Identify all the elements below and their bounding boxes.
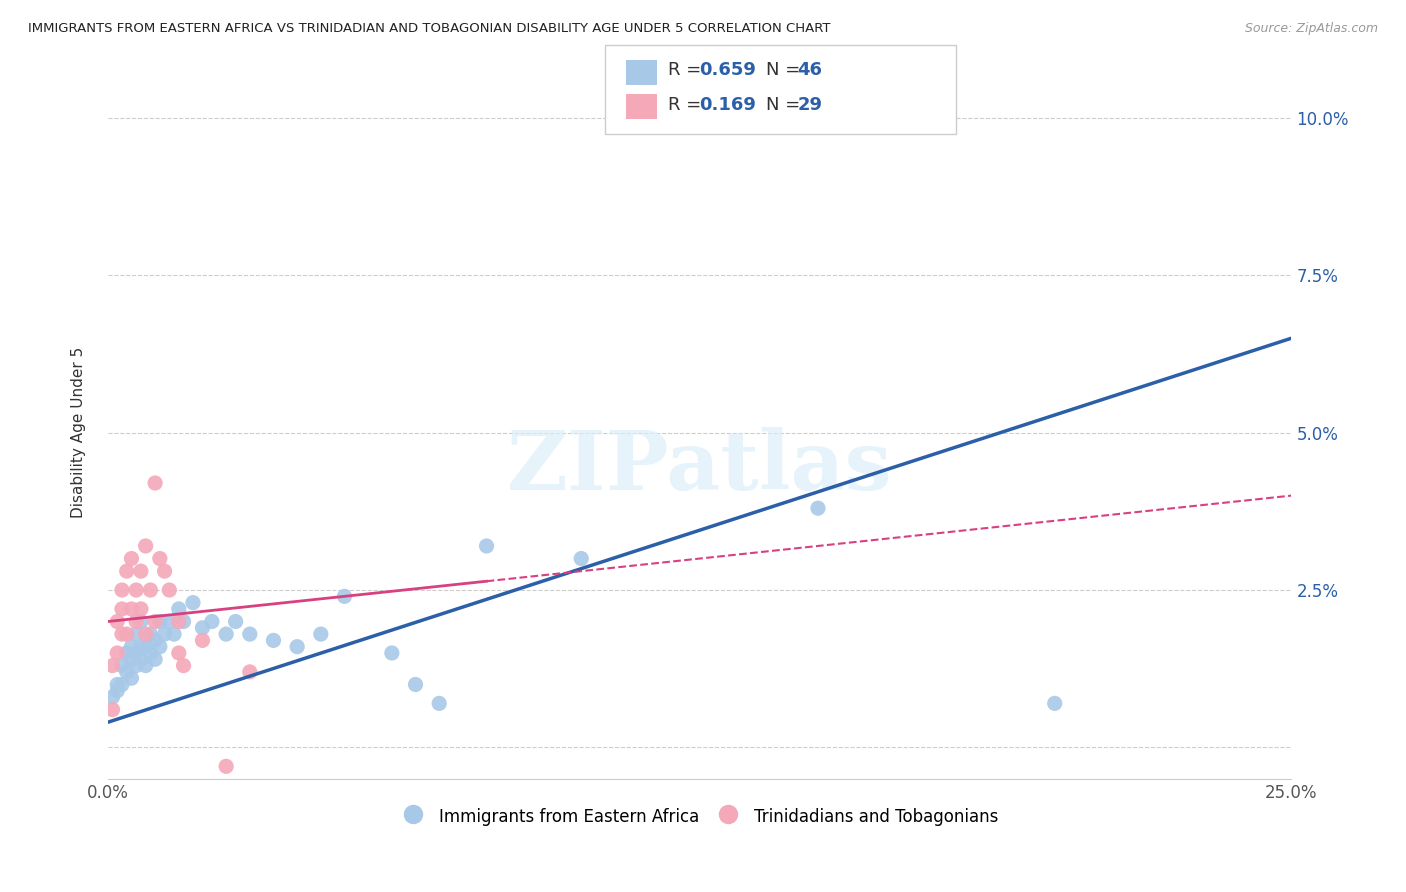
Point (807, 501, 830, 516)
Point (115, 627, 138, 641)
Point (475, 539, 498, 553)
Point (163, 627, 186, 641)
Point (173, 615, 195, 629)
Point (167, 615, 190, 629)
Point (111, 582, 134, 597)
Point (173, 658, 195, 673)
Point (181, 596, 204, 610)
Y-axis label: Disability Age Under 5: Disability Age Under 5 (72, 347, 86, 518)
Point (135, 539, 157, 553)
Point (120, 652, 142, 666)
Point (153, 627, 176, 641)
Point (125, 627, 148, 641)
Point (105, 683, 128, 698)
Point (120, 551, 142, 566)
Point (139, 582, 162, 597)
Point (115, 646, 138, 660)
Text: IMMIGRANTS FROM EASTERN AFRICA VS TRINIDADIAN AND TOBAGONIAN DISABILITY AGE UNDE: IMMIGRANTS FROM EASTERN AFRICA VS TRINID… (28, 22, 831, 36)
Point (129, 564, 152, 578)
Point (120, 671, 142, 685)
Point (201, 615, 224, 629)
Text: 0.169: 0.169 (699, 96, 755, 114)
Point (157, 582, 180, 597)
Point (101, 703, 124, 717)
Legend: Immigrants from Eastern Africa, Trinidadians and Tobagonians: Immigrants from Eastern Africa, Trinidad… (394, 799, 1005, 833)
Text: R =: R = (668, 62, 707, 79)
Point (111, 602, 134, 616)
Text: Source: ZipAtlas.com: Source: ZipAtlas.com (1244, 22, 1378, 36)
Text: R =: R = (668, 96, 707, 114)
Point (239, 665, 262, 679)
Point (125, 615, 148, 629)
Point (215, 627, 238, 641)
Point (263, 633, 285, 648)
Point (135, 658, 157, 673)
Point (105, 615, 128, 629)
Point (101, 690, 124, 704)
Point (135, 627, 157, 641)
Point (143, 633, 166, 648)
Point (129, 602, 152, 616)
Point (167, 602, 190, 616)
Point (115, 665, 138, 679)
Point (167, 646, 190, 660)
Point (309, 627, 332, 641)
Point (120, 640, 142, 654)
Point (129, 640, 152, 654)
Point (149, 551, 172, 566)
Point (120, 602, 142, 616)
Text: N =: N = (766, 96, 806, 114)
Point (139, 646, 162, 660)
Point (239, 627, 262, 641)
Text: 0.659: 0.659 (699, 62, 755, 79)
Point (143, 475, 166, 490)
Text: N =: N = (766, 62, 806, 79)
Point (111, 627, 134, 641)
Point (285, 640, 308, 654)
Point (111, 677, 134, 691)
Point (125, 582, 148, 597)
Point (105, 677, 128, 691)
Point (333, 590, 356, 604)
Point (125, 658, 148, 673)
Point (157, 615, 180, 629)
Point (143, 652, 166, 666)
Point (1043, 697, 1066, 711)
Point (191, 633, 214, 648)
Text: 29: 29 (797, 96, 823, 114)
Point (149, 615, 172, 629)
Point (105, 646, 128, 660)
Point (115, 564, 138, 578)
Point (427, 697, 450, 711)
Text: 46: 46 (797, 62, 823, 79)
Point (129, 615, 152, 629)
Point (139, 627, 162, 641)
Point (569, 551, 592, 566)
Point (135, 640, 157, 654)
Text: ZIPatlas: ZIPatlas (508, 427, 893, 508)
Point (191, 621, 214, 635)
Point (129, 652, 152, 666)
Point (111, 658, 134, 673)
Point (143, 615, 166, 629)
Point (101, 658, 124, 673)
Point (153, 564, 176, 578)
Point (125, 646, 148, 660)
Point (405, 677, 427, 691)
Point (225, 615, 247, 629)
Point (149, 640, 172, 654)
Point (215, 759, 238, 773)
Point (381, 646, 404, 660)
